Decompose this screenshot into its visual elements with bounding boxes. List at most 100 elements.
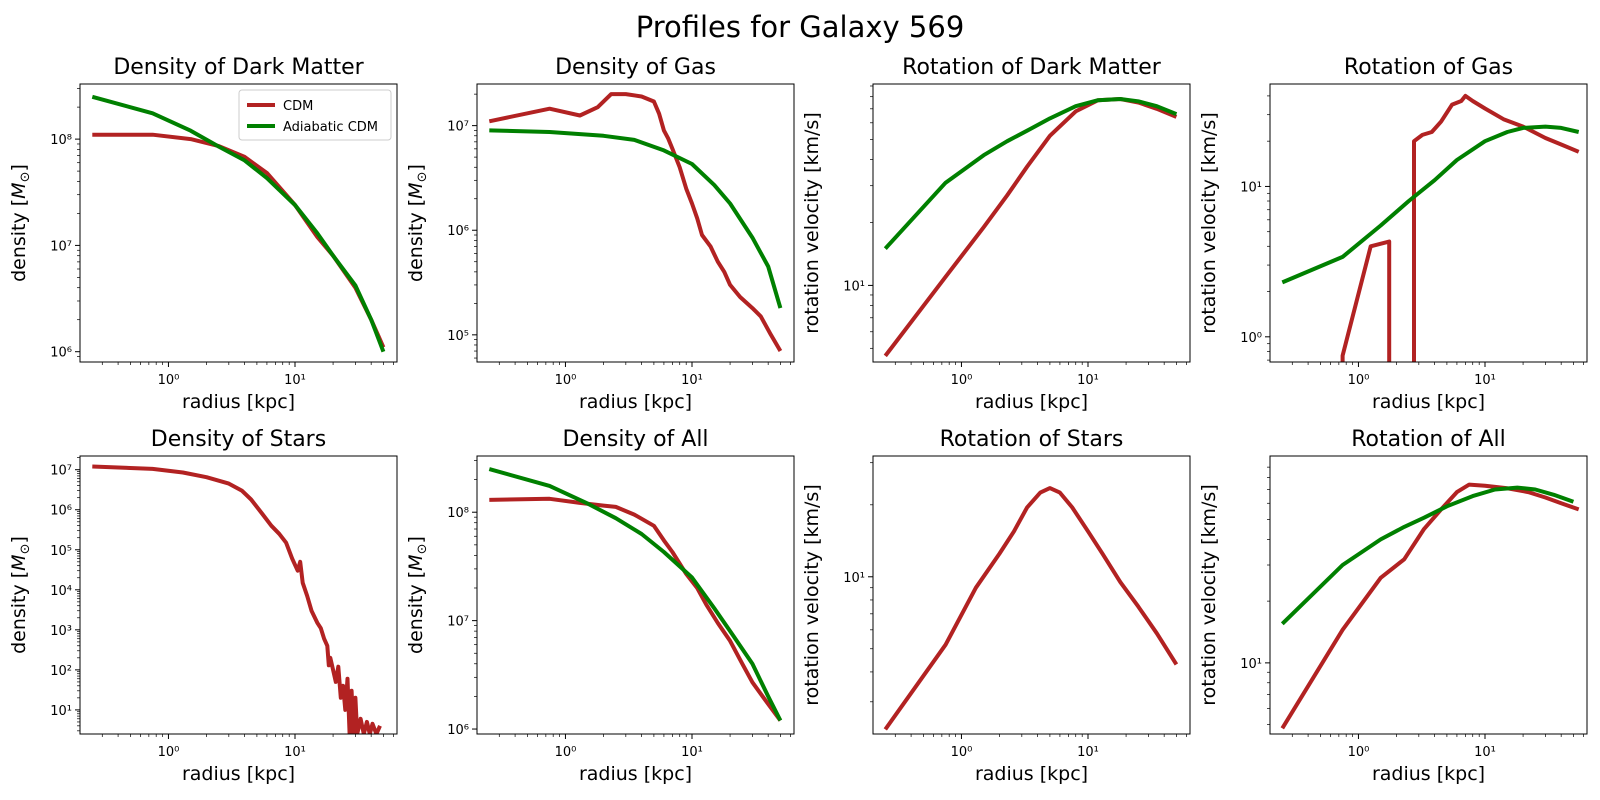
x-axis-label: radius [kpc]	[1372, 763, 1485, 785]
y-axis-label: rotation velocity [km/s]	[801, 112, 823, 333]
series-line-cdm	[883, 486, 1179, 731]
panel-title: Density of All	[562, 427, 708, 452]
y-axis-label: density [M⊙]	[405, 164, 430, 282]
series-line-cdm	[488, 92, 783, 353]
y-tick-label: 10⁵	[447, 329, 469, 344]
panel-title: Density of Stars	[151, 427, 326, 452]
axes-frame	[476, 455, 795, 735]
panel-7: 10⁰ 10¹ 10¹ Rotation of Stars radius [kpc] ro…	[801, 427, 1191, 785]
y-axis-label: density [M⊙]	[8, 164, 33, 282]
y-tick-label: 10⁸	[50, 133, 72, 148]
y-tick-label: 10²	[50, 664, 72, 679]
x-tick-label: 10¹	[284, 745, 306, 760]
series-group	[488, 92, 783, 353]
x-tick-label: 10¹	[681, 745, 703, 760]
series-group	[91, 94, 386, 353]
panel-title: Density of Dark Matter	[113, 55, 364, 80]
x-tick-label: 10⁰	[555, 373, 577, 388]
x-axis-label: radius [kpc]	[579, 763, 692, 785]
series-line-adiabatic-cdm	[883, 97, 1178, 250]
series-line-adiabatic-cdm	[1280, 485, 1575, 626]
series-line-cdm	[92, 132, 386, 349]
x-tick-label: 10¹	[681, 373, 703, 388]
y-tick-label: 10⁰	[1240, 331, 1262, 346]
series-line-cdm	[1412, 93, 1580, 362]
x-tick-label: 10⁰	[1348, 745, 1370, 760]
x-tick-label: 10⁰	[555, 745, 577, 760]
panel-4: 10⁰ 10¹ 10⁰ 10¹ Rotation of Gas radius [kpc] r…	[1198, 55, 1588, 413]
series-group	[883, 486, 1179, 731]
x-axis-label: radius [kpc]	[182, 391, 295, 413]
y-tick-label: 10¹	[843, 571, 865, 586]
series-group	[1280, 482, 1580, 730]
y-tick-label: 10¹	[1240, 180, 1262, 195]
series-group	[92, 464, 382, 734]
panel-title: Rotation of All	[1351, 427, 1505, 452]
panel-8: 10⁰ 10¹ 10¹ Rotation of All radius [kpc] rota…	[1198, 427, 1588, 785]
series-line-cdm	[883, 97, 1178, 358]
x-tick-label: 10¹	[1474, 373, 1496, 388]
series-line-adiabatic-cdm	[488, 467, 783, 722]
axes-frame	[872, 83, 1191, 363]
panel-1: 10⁰ 10¹ 10⁶ 10⁷ 10⁸ Density of Dark Matter rad…	[8, 55, 398, 413]
x-tick-label: 10¹	[1077, 745, 1099, 760]
y-tick-label: 10⁶	[447, 723, 469, 738]
x-tick-label: 10¹	[1474, 745, 1496, 760]
y-tick-label: 10⁷	[447, 120, 469, 135]
y-tick-label: 10¹	[1240, 657, 1262, 672]
legend-label: Adiabatic CDM	[283, 120, 378, 135]
panel-title: Rotation of Stars	[940, 427, 1124, 452]
y-tick-label: 10⁷	[447, 615, 469, 630]
panel-title: Rotation of Gas	[1344, 55, 1513, 80]
x-tick-label: 10⁰	[158, 745, 180, 760]
legend-box	[238, 89, 392, 141]
y-axis-label: rotation velocity [km/s]	[1198, 112, 1220, 333]
x-tick-label: 10⁰	[1348, 373, 1370, 388]
series-line-cdm	[1280, 482, 1580, 730]
y-axis-label: density [M⊙]	[8, 536, 33, 654]
panel-5: 10⁰ 10¹ 10¹ 10² 10³ 10⁴ 10⁵ 10⁶ 10⁷ Density of St…	[8, 427, 398, 785]
axes-frame	[79, 83, 398, 363]
axes-frame	[872, 455, 1191, 735]
panel-2: 10⁰ 10¹ 10⁵ 10⁶ 10⁷ Density of Gas radius [kpc…	[405, 55, 795, 413]
series-group	[883, 97, 1178, 358]
x-axis-label: radius [kpc]	[975, 391, 1088, 413]
series-line-adiabatic-cdm	[1281, 124, 1580, 285]
series-line-adiabatic-cdm	[91, 94, 386, 353]
axes-frame	[476, 83, 795, 363]
series-line-cdm	[489, 496, 783, 722]
series-line-adiabatic-cdm	[489, 128, 783, 309]
x-tick-label: 10¹	[284, 373, 306, 388]
panel-title: Density of Gas	[555, 55, 716, 80]
y-tick-label: 10⁶	[50, 504, 72, 519]
panel-title: Rotation of Dark Matter	[902, 55, 1162, 80]
y-tick-label: 10⁷	[50, 239, 72, 254]
x-tick-label: 10⁰	[951, 745, 973, 760]
series-group	[1281, 93, 1580, 362]
panel-6: 10⁰ 10¹ 10⁶ 10⁷ 10⁸ Density of All radius [kpc…	[405, 427, 795, 785]
legend-label: CDM	[283, 99, 313, 114]
x-axis-label: radius [kpc]	[1372, 391, 1485, 413]
legend: CDM Adiabatic CDM	[238, 89, 392, 141]
x-axis-label: radius [kpc]	[182, 763, 295, 785]
axes-frame	[1269, 455, 1588, 735]
series-line-cdm	[92, 464, 382, 734]
y-tick-label: 10⁷	[50, 464, 72, 479]
y-axis-label: density [M⊙]	[405, 536, 430, 654]
y-tick-label: 10¹	[50, 704, 72, 719]
y-tick-label: 10⁵	[50, 544, 72, 559]
panel-3: 10⁰ 10¹ 10¹ Rotation of Dark Matter radius […	[801, 55, 1191, 413]
y-tick-label: 10⁴	[50, 584, 72, 599]
x-axis-label: radius [kpc]	[975, 763, 1088, 785]
y-axis-label: rotation velocity [km/s]	[1198, 484, 1220, 705]
y-tick-label: 10⁸	[447, 506, 469, 521]
figure-title: Profiles for Galaxy 569	[635, 10, 965, 44]
series-line-cdm	[1340, 239, 1392, 362]
y-tick-label: 10³	[50, 624, 72, 639]
x-axis-label: radius [kpc]	[579, 391, 692, 413]
y-tick-label: 10⁶	[447, 224, 469, 239]
y-tick-label: 10¹	[843, 279, 865, 294]
y-tick-label: 10⁶	[50, 346, 72, 361]
axes-frame	[79, 455, 398, 735]
